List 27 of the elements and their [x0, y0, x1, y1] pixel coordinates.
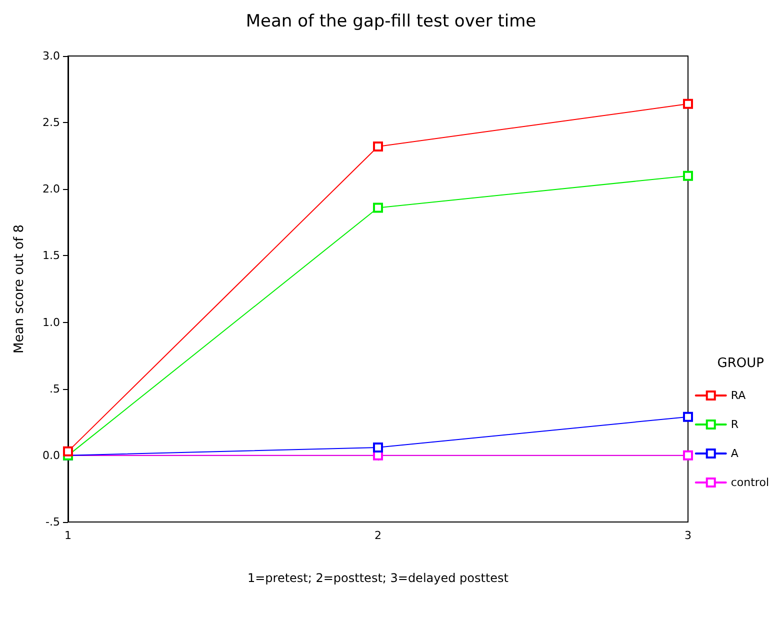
point [63, 446, 73, 456]
legend-title: GROUP [717, 356, 764, 371]
y-axis-title: Mean score out of 8 [12, 224, 27, 354]
point [683, 98, 693, 109]
legend-label: RA [730, 389, 746, 402]
point [683, 170, 693, 181]
legend-label: control [730, 476, 770, 489]
x-axis-title: 1=pretest; 2=posttest; 3=delayed posttest [247, 571, 509, 585]
y-tick-label: 2.0 [42, 182, 60, 196]
y-tick-label: 2.5 [42, 116, 60, 130]
point [683, 450, 693, 460]
point [373, 202, 383, 213]
y-tick-label: 1.5 [42, 249, 60, 262]
point [373, 142, 383, 152]
x-tick-label: 1 [64, 529, 72, 542]
y-tick-label: 1.0 [42, 316, 60, 329]
y-tick-label: -.5 [46, 516, 60, 528]
legend-label: A [730, 447, 739, 460]
y-tick-label: 3.0 [42, 50, 60, 62]
y-tick-label: 0.0 [42, 448, 60, 462]
chart-title: Mean of the gap-fill test over time [246, 12, 536, 32]
point [373, 442, 383, 452]
x-tick-label: 2 [374, 529, 382, 542]
x-tick-label: 3 [684, 529, 692, 542]
point [683, 412, 693, 422]
legend-label: R [730, 418, 739, 431]
y-tick-label: .5 [50, 382, 60, 396]
